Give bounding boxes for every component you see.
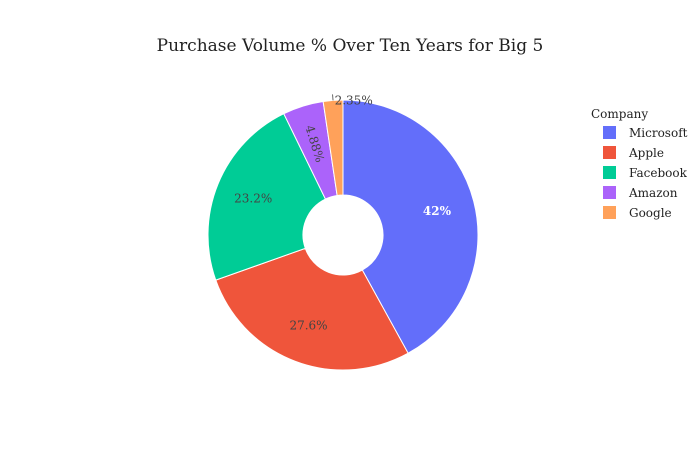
pie-slice-facebook: [207, 113, 327, 281]
chart-title: Purchase Volume % Over Ten Years for Big…: [157, 36, 544, 56]
pie-slice-google: [322, 99, 344, 197]
slice-label-microsoft: 42%: [423, 204, 452, 218]
slice-label-facebook: 23.2%: [234, 191, 272, 205]
legend-swatch-facebook[interactable]: [603, 166, 616, 179]
legend-swatch-microsoft[interactable]: [603, 126, 616, 139]
legend-swatch-apple[interactable]: [603, 146, 616, 159]
slice-label-google: 2.35%: [335, 93, 373, 107]
pie-slice-apple: [215, 247, 409, 371]
legend-label-facebook[interactable]: Facebook: [629, 166, 688, 180]
legend-label-apple[interactable]: Apple: [628, 146, 664, 160]
legend: Company Microsoft Apple Facebook Amazon Goog…: [591, 107, 688, 220]
legend-title: Company: [591, 107, 648, 121]
legend-label-google[interactable]: Google: [629, 206, 672, 220]
legend-swatch-amazon[interactable]: [603, 186, 616, 199]
slice-label-apple: 27.6%: [289, 319, 327, 333]
pie-slice-microsoft: [342, 99, 479, 354]
pie-slices: [207, 99, 479, 371]
legend-label-microsoft[interactable]: Microsoft: [629, 126, 688, 140]
legend-swatch-google[interactable]: [603, 206, 616, 219]
legend-label-amazon[interactable]: Amazon: [628, 186, 678, 200]
